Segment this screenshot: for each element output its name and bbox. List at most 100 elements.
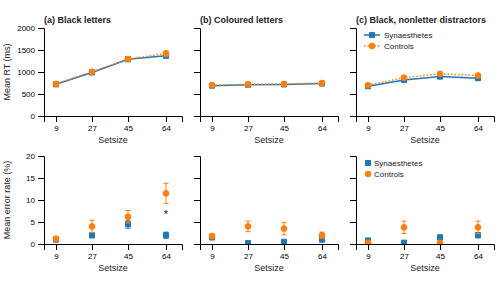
tick-mark — [440, 244, 441, 250]
tick — [194, 28, 200, 29]
tick-mark — [350, 244, 356, 245]
tick-mark — [56, 116, 57, 122]
series — [53, 183, 169, 241]
tick: 9 — [366, 116, 371, 133]
point — [365, 82, 371, 88]
tick-mark — [194, 156, 200, 157]
tick-mark — [38, 50, 44, 51]
tick-label: 27 — [244, 124, 253, 133]
x-label: Setsize — [410, 135, 440, 145]
tick-label: 9 — [54, 252, 59, 261]
tick: 1500 — [17, 46, 44, 55]
plot-area — [365, 71, 481, 89]
axis-line — [357, 245, 495, 251]
error-bar-line — [126, 210, 131, 211]
error-bar — [90, 220, 95, 232]
line — [212, 83, 322, 85]
point — [209, 82, 215, 88]
y-label: Mean error rate (%) — [2, 161, 12, 240]
legend-item: Synaesthetes — [364, 31, 432, 40]
point — [89, 69, 95, 75]
error-bar-line — [282, 234, 287, 235]
tick-mark — [56, 244, 57, 250]
tick-label: 2000 — [17, 24, 35, 33]
error-bar-line — [246, 221, 251, 222]
plot-area — [209, 80, 325, 88]
axis-line — [201, 245, 339, 251]
error-bar — [90, 233, 95, 238]
legend-item: Synaesthetes — [365, 159, 422, 168]
plot-area — [53, 183, 169, 242]
background — [0, 0, 500, 285]
tick: 45 — [280, 116, 289, 133]
tick-mark — [212, 244, 213, 250]
annotation: * — [164, 208, 169, 220]
tick — [350, 156, 356, 157]
point — [89, 233, 94, 238]
tick-mark — [194, 222, 200, 223]
line — [212, 84, 322, 86]
tick-mark — [38, 244, 44, 245]
point — [89, 70, 94, 75]
tick-mark — [350, 28, 356, 29]
tick: 0 — [31, 240, 44, 249]
x-axis: 9274564 — [357, 116, 495, 133]
point — [163, 233, 168, 238]
tick-mark — [194, 28, 200, 29]
tick-mark — [368, 244, 369, 250]
point — [209, 233, 215, 239]
legend: Synaesthetes Controls — [364, 31, 432, 51]
axis-line — [201, 117, 339, 123]
point — [245, 82, 250, 87]
panel: 9274564(c) Black, nonletter distractorsS… — [350, 15, 495, 145]
title-line: (a) Black letters — [44, 15, 111, 25]
y-axis: 05101520 — [26, 152, 44, 249]
tick: 5 — [31, 218, 44, 227]
series — [209, 221, 325, 239]
tick — [194, 72, 200, 73]
tick: 2000 — [17, 24, 44, 33]
error-bar — [164, 232, 169, 238]
y-label: Mean RT (ms) — [2, 43, 12, 100]
tick-label: 500 — [22, 90, 36, 99]
tick: 27 — [244, 244, 253, 261]
series — [53, 51, 169, 87]
y-axis: 0500100015002000 — [17, 24, 44, 121]
line — [56, 54, 166, 84]
tick-label: 27 — [400, 252, 409, 261]
tick-mark — [368, 116, 369, 122]
point — [125, 56, 131, 62]
tick-mark — [38, 200, 44, 201]
tick: 27 — [400, 116, 409, 133]
error-bar-line — [126, 222, 131, 223]
legend: SynaesthetesControls — [365, 159, 422, 179]
x-label: Setsize — [98, 263, 128, 273]
x-label: Setsize — [410, 263, 440, 273]
tick-mark — [38, 156, 44, 157]
tick: 20 — [26, 152, 44, 161]
legend-item: Controls — [364, 42, 414, 51]
x-axis: 9274564 — [45, 116, 183, 133]
tick: 45 — [124, 244, 133, 261]
point — [401, 240, 406, 244]
point — [281, 81, 287, 87]
point — [53, 82, 58, 87]
panel: 9274564(b) Coloured lettersSetsize — [194, 15, 339, 145]
tick-label: 27 — [88, 124, 97, 133]
line — [368, 74, 478, 86]
tick — [194, 222, 200, 223]
error-bar — [282, 222, 287, 234]
point — [401, 224, 407, 230]
tick-label: 9 — [366, 252, 371, 261]
tick — [350, 200, 356, 201]
tick: 64 — [318, 116, 327, 133]
tick-label: 27 — [244, 252, 253, 261]
error-bar-line — [90, 232, 95, 233]
tick-label: 45 — [280, 124, 289, 133]
tick-mark — [166, 116, 167, 122]
title: (a) Black letters — [44, 15, 111, 25]
tick: 9 — [54, 116, 59, 133]
tick-mark — [248, 116, 249, 122]
point — [319, 232, 325, 238]
tick — [350, 116, 356, 117]
